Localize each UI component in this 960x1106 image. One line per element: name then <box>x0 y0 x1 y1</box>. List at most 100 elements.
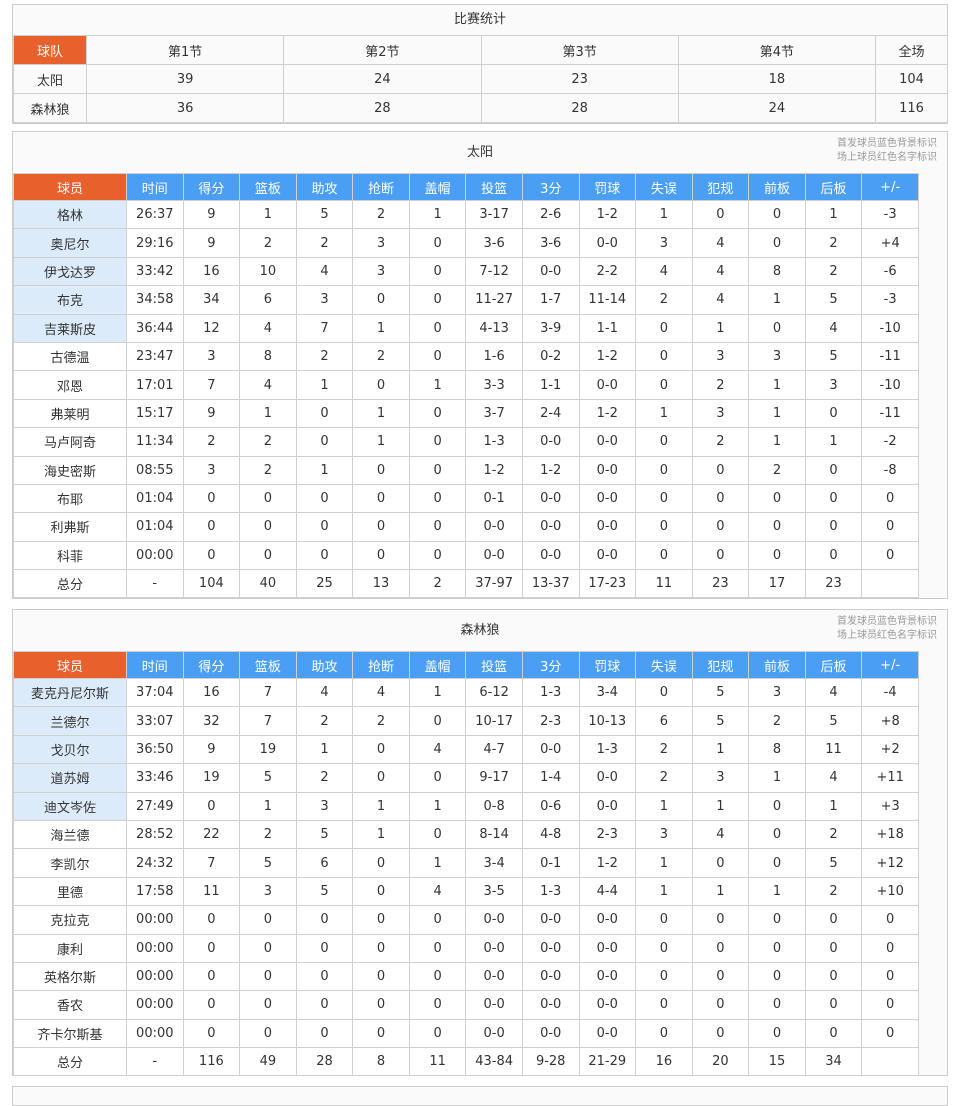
player-row[interactable]: 布耶 01:04 0 0 0 0 0 0-1 0-0 0-0 0 0 0 0 0 <box>13 483 919 514</box>
player-row[interactable]: 里德 17:58 11 3 5 0 4 3-5 1-3 4-4 1 1 1 2 +10 <box>13 876 919 907</box>
total-cell: 16 <box>635 1047 693 1077</box>
stat-cell: 10 <box>239 256 297 287</box>
stat-cell: 5 <box>295 876 354 907</box>
stat-cell: 0 <box>804 398 863 429</box>
stat-cell: 1 <box>748 763 806 793</box>
stat-cell: 0 <box>352 285 410 315</box>
stat-cell: 5 <box>804 341 863 372</box>
player-row[interactable]: 戈贝尔 36:50 9 19 1 0 4 4-7 0-0 1-3 2 1 8 11 +2 <box>13 734 919 765</box>
team-title: 森林狼 首发球员蓝色背景标识 场上球员红色名字标识 <box>13 610 947 651</box>
stat-cell: 4 <box>295 677 354 708</box>
stat-cell: 2-4 <box>521 398 580 429</box>
stat-cell: 2 <box>239 228 297 258</box>
stat-cell: 2 <box>691 370 750 400</box>
stat-cell: 33:46 <box>126 763 184 793</box>
total-cell: - <box>126 569 184 599</box>
stat-cell: 1 <box>295 734 354 765</box>
column-header: 投篮 <box>465 651 523 679</box>
stat-cell: +4 <box>861 228 919 258</box>
player-row[interactable]: 齐卡尔斯基 00:00 0 0 0 0 0 0-0 0-0 0-0 0 0 0 0 0 <box>13 1018 919 1049</box>
player-row[interactable]: 古德温 23:47 3 8 2 2 0 1-6 0-2 1-2 0 3 3 5 -11 <box>13 341 919 372</box>
player-row[interactable]: 邓恩 17:01 7 4 1 0 1 3-3 1-1 0-0 0 2 1 3 -10 <box>13 370 919 400</box>
stat-cell: 4-4 <box>578 876 637 907</box>
stat-cell: 7 <box>239 677 297 708</box>
player-row[interactable]: 马卢阿奇 11:34 2 2 0 1 0 1-3 0-0 0-0 0 2 1 1 -2 <box>13 427 919 457</box>
stat-cell: 4 <box>635 256 693 287</box>
stat-cell: 4 <box>408 734 467 765</box>
stat-cell: 34:58 <box>126 285 184 315</box>
stat-cell: 0 <box>352 763 410 793</box>
stat-cell: 36:44 <box>126 313 184 343</box>
stat-cell: 9 <box>182 228 241 258</box>
stat-cell: 2 <box>295 763 354 793</box>
stat-cell: 9 <box>182 734 241 765</box>
stat-cell: 1 <box>691 313 750 343</box>
column-header: 罚球 <box>578 173 637 201</box>
player-row[interactable]: 利弗斯 01:04 0 0 0 0 0 0-0 0-0 0-0 0 0 0 0 0 <box>13 512 919 542</box>
player-row[interactable]: 迪文岑佐 27:49 0 1 3 1 1 0-8 0-6 0-0 1 1 0 1 +3 <box>13 791 919 821</box>
player-row[interactable]: 吉莱斯皮 36:44 12 4 7 1 0 4-13 3-9 1-1 0 1 0 4 -10 <box>13 313 919 343</box>
stat-cell: 0 <box>408 455 467 485</box>
stat-cell: 1-2 <box>578 398 637 429</box>
player-row[interactable]: 弗莱明 15:17 9 1 0 1 0 3-7 2-4 1-2 1 3 1 0 -11 <box>13 398 919 429</box>
quarter-score-table: 球队 第1节 第2节 第3节 第4节 全场 太阳 39 24 23 18 104 森林狼 36 28 28 24… <box>13 35 948 123</box>
player-row[interactable]: 海史密斯 08:55 3 2 1 0 0 1-2 1-2 0-0 0 0 2 0 -8 <box>13 455 919 485</box>
stat-cell: 0-0 <box>578 905 637 935</box>
stat-cell: 0 <box>691 483 750 514</box>
stat-cell: 10-13 <box>578 706 637 736</box>
total-cell: 116 <box>182 1047 241 1077</box>
stat-cell: 4 <box>691 819 750 850</box>
player-row[interactable]: 伊戈达罗 33:42 16 10 4 3 0 7-12 0-0 2-2 4 4 8 2 -6 <box>13 256 919 287</box>
player-name: 奥尼尔 <box>13 228 127 258</box>
stat-cell: 2 <box>748 706 806 736</box>
player-row[interactable]: 香农 00:00 0 0 0 0 0 0-0 0-0 0-0 0 0 0 0 0 <box>13 990 919 1020</box>
column-header: 时间 <box>126 651 184 679</box>
stat-cell: 0 <box>691 848 750 878</box>
stat-cell: 5 <box>804 848 863 878</box>
player-row[interactable]: 英格尔斯 00:00 0 0 0 0 0 0-0 0-0 0-0 0 0 0 0 0 <box>13 961 919 992</box>
stat-cell: 1 <box>295 370 354 400</box>
stat-cell: 17:58 <box>126 876 184 907</box>
stat-cell: 00:00 <box>126 961 184 992</box>
player-row[interactable]: 海兰德 28:52 22 2 5 1 0 8-14 4-8 2-3 3 4 0 2 +18 <box>13 819 919 850</box>
stat-cell: 0 <box>239 933 297 963</box>
total-cell: 2 <box>408 569 467 599</box>
quarter-score: 18 <box>677 64 877 94</box>
player-row[interactable]: 科菲 00:00 0 0 0 0 0 0-0 0-0 0-0 0 0 0 0 0 <box>13 540 919 571</box>
stat-cell: 3-9 <box>521 313 580 343</box>
total-cell: 49 <box>239 1047 297 1077</box>
stat-cell: 1 <box>635 199 693 230</box>
stat-cell: 23:47 <box>126 341 184 372</box>
player-row[interactable]: 康利 00:00 0 0 0 0 0 0-0 0-0 0-0 0 0 0 0 0 <box>13 933 919 963</box>
stat-cell: 0 <box>408 990 467 1020</box>
player-row[interactable]: 克拉克 00:00 0 0 0 0 0 0-0 0-0 0-0 0 0 0 0 0 <box>13 905 919 935</box>
player-row[interactable]: 奥尼尔 29:16 9 2 2 3 0 3-6 3-6 0-0 3 4 0 2 +4 <box>13 228 919 258</box>
stat-cell: 0-6 <box>521 791 580 821</box>
stat-cell: 0 <box>635 313 693 343</box>
player-row[interactable]: 麦克丹尼尔斯 37:04 16 7 4 4 1 6-12 1-3 3-4 0 5 3 4 -4 <box>13 677 919 708</box>
stat-cell: 3 <box>182 455 241 485</box>
stat-cell: 7 <box>239 706 297 736</box>
stat-cell: 2-3 <box>521 706 580 736</box>
stat-cell: 8-14 <box>465 819 523 850</box>
stat-cell: 19 <box>239 734 297 765</box>
stat-cell: 0 <box>691 1018 750 1049</box>
stat-cell: 2-6 <box>521 199 580 230</box>
stat-cell: 34 <box>182 285 241 315</box>
player-row[interactable]: 兰德尔 33:07 32 7 2 2 0 10-17 2-3 10-13 6 5 2 5 +8 <box>13 706 919 736</box>
stat-cell: 0 <box>295 961 354 992</box>
stat-cell: 3 <box>804 370 863 400</box>
summary-row: 森林狼 36 28 28 24 116 <box>13 93 948 123</box>
player-row[interactable]: 道苏姆 33:46 19 5 2 0 0 9-17 1-4 0-0 2 3 1 4 +11 <box>13 763 919 793</box>
stat-cell: 0 <box>295 540 354 571</box>
stat-cell: 1-3 <box>465 427 523 457</box>
player-row[interactable]: 布克 34:58 34 6 3 0 0 11-27 1-7 11-14 2 4 1 5 -3 <box>13 285 919 315</box>
stat-cell: 0 <box>408 961 467 992</box>
stat-cell: 1 <box>804 427 863 457</box>
player-row[interactable]: 格林 26:37 9 1 5 2 1 3-17 2-6 1-2 1 0 0 1 -3 <box>13 199 919 230</box>
summary-row: 太阳 39 24 23 18 104 <box>13 64 948 94</box>
column-header: 篮板 <box>239 173 297 201</box>
stat-cell: 0-0 <box>578 455 637 485</box>
player-row[interactable]: 李凯尔 24:32 7 5 6 0 1 3-4 0-1 1-2 1 0 0 5 +12 <box>13 848 919 878</box>
column-header: 罚球 <box>578 651 637 679</box>
